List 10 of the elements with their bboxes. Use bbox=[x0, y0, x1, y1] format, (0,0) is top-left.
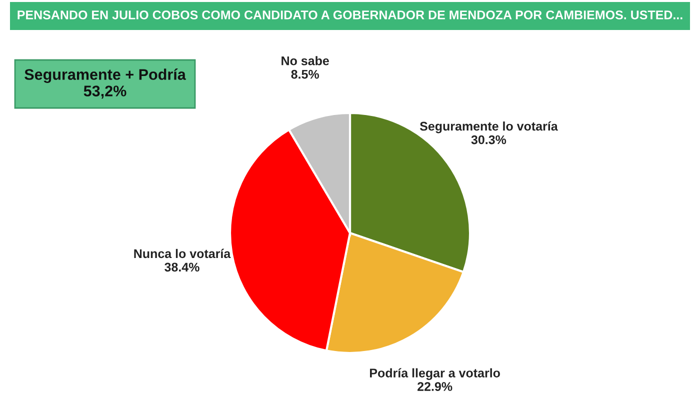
data-label: 22.9% bbox=[418, 382, 452, 391]
slice-label: No sabe bbox=[282, 56, 329, 66]
data-label: 8.5% bbox=[291, 70, 319, 79]
slice-label: Nunca lo votaría bbox=[134, 248, 231, 258]
text: Seguramente + Podría 53,2% bbox=[24, 68, 186, 99]
chart-title: PENSANDO EN JULIO COBOS COMO CANDIDATO A GOBERNADOR DE MENDOZA POR CAMBIEMOS. USTED... bbox=[18, 10, 682, 20]
data-label: 38.4% bbox=[164, 262, 200, 272]
data-label: 30.3% bbox=[471, 135, 506, 144]
slice-label: Podría llegar a votarlo bbox=[370, 368, 500, 380]
slice-label: Seguramente lo votaría bbox=[420, 121, 558, 134]
